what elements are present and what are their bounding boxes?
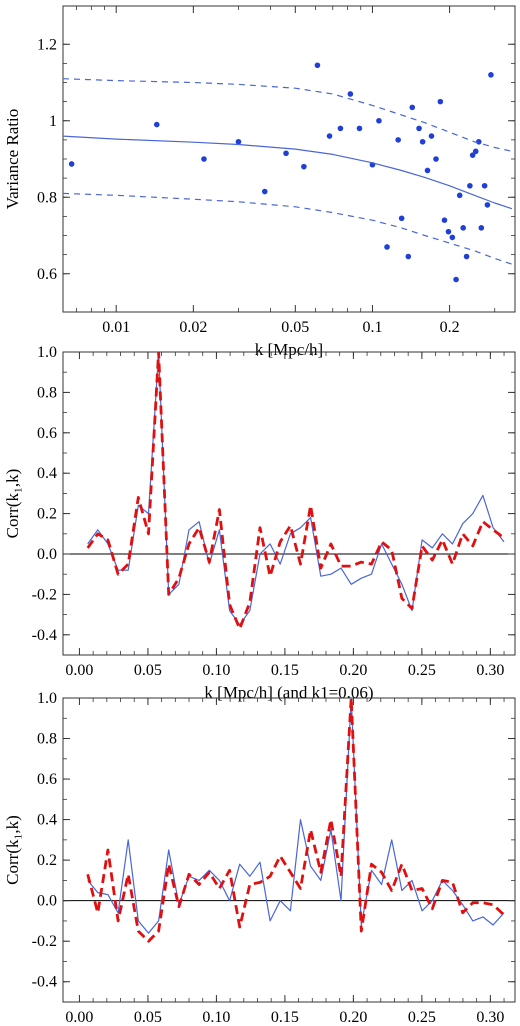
x-axis-label: k [Mpc/h] (and k1=0.06) — [204, 683, 373, 702]
y-tick-label: 1 — [49, 113, 57, 130]
y-tick-label: -0.4 — [32, 627, 57, 644]
data-point — [416, 125, 422, 132]
solid-series-line — [87, 698, 505, 934]
data-point — [301, 163, 307, 170]
data-point — [475, 138, 482, 145]
data-point — [201, 156, 207, 162]
data-point — [463, 253, 470, 260]
data-point — [326, 133, 333, 139]
data-point — [449, 234, 456, 241]
data-point — [488, 72, 494, 78]
data-point — [484, 202, 491, 208]
data-point — [235, 138, 242, 145]
x-tick-label: 0.1 — [362, 319, 382, 336]
y-tick-label: 0.2 — [37, 506, 57, 523]
x-tick-label: 0.02 — [179, 319, 207, 336]
data-point — [68, 161, 75, 167]
red-dashed-series-line — [86, 698, 505, 943]
y-axis-label: Corr(k₁,k) — [3, 469, 22, 539]
data-point — [469, 152, 476, 158]
data-point — [153, 121, 160, 128]
correlation-panel-k1-006: -0.4 -0.2 0.0 0.2 0.4 0.6 0.8 1.0 0.00 0.05 0.10 0.… — [3, 344, 516, 702]
data-point — [398, 215, 405, 222]
solid-series-line — [63, 135, 513, 210]
data-point — [441, 217, 448, 223]
y-axis-label: Variance Ratio — [3, 109, 22, 210]
dashed-band-line — [63, 192, 513, 265]
variance-ratio-panel: 0.6 0.8 1 1.2 0.01 0.02 0.05 0.1 0.2 k [Mpc/h] Var… — [3, 5, 516, 359]
data-point — [467, 182, 473, 189]
data-point — [433, 156, 439, 162]
x-tick-label: 0.05 — [134, 662, 162, 679]
data-point — [472, 148, 479, 155]
y-tick-label: 1.0 — [37, 690, 57, 707]
y-tick-label: 0.8 — [37, 731, 57, 748]
data-point — [356, 125, 363, 132]
x-tick-label: 0.30 — [476, 1009, 504, 1026]
x-tick-label: 0.30 — [476, 662, 504, 679]
data-point — [456, 192, 463, 199]
data-point — [347, 91, 354, 97]
x-tick-label: 0.15 — [271, 1009, 299, 1026]
y-tick-label: 0.6 — [37, 425, 57, 442]
y-tick-label: 0.4 — [37, 812, 57, 829]
red-dashed-series-line — [86, 352, 505, 631]
y-tick-label: 0.6 — [37, 266, 57, 283]
x-tick-label: 0.15 — [271, 662, 299, 679]
y-tick-label: -0.2 — [32, 933, 57, 950]
data-point — [337, 125, 344, 132]
plot-frame — [62, 5, 516, 313]
data-point — [445, 228, 452, 235]
data-point — [478, 225, 485, 231]
dashed-band-line — [63, 78, 513, 152]
data-point — [424, 167, 431, 174]
x-tick-label: 0.05 — [281, 319, 309, 336]
y-tick-label: -0.4 — [32, 974, 57, 991]
y-tick-label: 0.8 — [37, 189, 57, 206]
data-point — [384, 244, 390, 250]
x-tick-label: 0.00 — [65, 1009, 93, 1026]
x-tick-label: 0.01 — [102, 319, 130, 336]
y-tick-label: -0.2 — [32, 586, 57, 603]
data-point — [437, 98, 444, 105]
data-point — [460, 225, 466, 231]
data-point — [428, 133, 435, 139]
data-point — [453, 276, 459, 283]
x-tick-label: 0.20 — [339, 662, 367, 679]
data-point — [419, 138, 426, 145]
plot-frame — [62, 697, 516, 1003]
data-point — [283, 150, 289, 157]
y-tick-label: 0.6 — [37, 771, 57, 788]
y-tick-label: 0.8 — [37, 384, 57, 401]
x-tick-label: 0.25 — [408, 1009, 436, 1026]
x-tick-label: 0.25 — [408, 662, 436, 679]
x-axis-label: k [Mpc/h] — [255, 340, 323, 359]
x-tick-label: 0.05 — [134, 1009, 162, 1026]
data-point — [314, 62, 321, 69]
data-point — [481, 182, 488, 189]
plot-frame — [62, 351, 516, 656]
y-tick-label: 0.4 — [37, 465, 57, 482]
correlation-panel-k1-0201: -0.4 -0.2 0.0 0.2 0.4 0.6 0.8 1.0 0.00 0.05 0.10 0.… — [3, 690, 516, 1026]
y-tick-label: 1.0 — [37, 344, 57, 361]
x-tick-label: 0.10 — [202, 1009, 230, 1026]
data-point — [261, 188, 268, 195]
data-point — [409, 104, 416, 111]
data-point — [395, 137, 401, 143]
data-point — [376, 117, 382, 124]
x-tick-label: 0.2 — [440, 319, 460, 336]
y-tick-label: 1.2 — [37, 36, 57, 53]
x-tick-label: 0.10 — [202, 662, 230, 679]
y-tick-label: 0.2 — [37, 852, 57, 869]
y-tick-label: 0.0 — [37, 893, 57, 910]
x-tick-label: 0.00 — [65, 662, 93, 679]
y-axis-label: Corr(k₁,k) — [3, 815, 22, 885]
y-tick-label: 0.0 — [37, 546, 57, 563]
x-tick-label: 0.20 — [339, 1009, 367, 1026]
data-point — [405, 253, 412, 260]
